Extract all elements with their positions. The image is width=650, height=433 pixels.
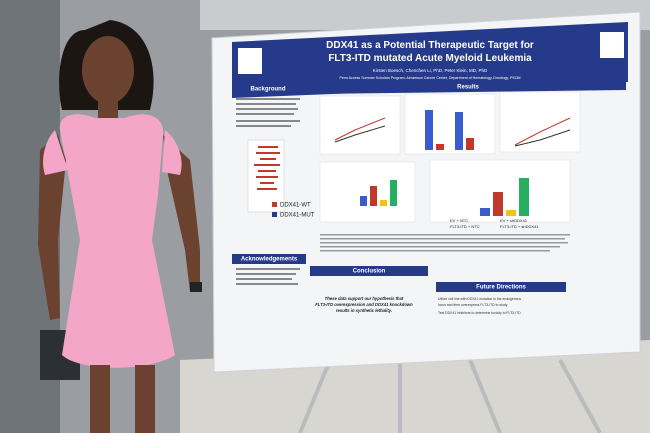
chart-legend: EV + NTC bbox=[450, 218, 468, 223]
result-panels bbox=[319, 91, 581, 223]
title: FLT3-ITD mutated Acute Myeloid Leukemia bbox=[328, 53, 532, 64]
section-title: Results bbox=[457, 85, 479, 91]
logo-right bbox=[600, 32, 624, 58]
logo-left bbox=[238, 48, 262, 74]
ack-text bbox=[236, 268, 300, 285]
section-header bbox=[436, 282, 566, 292]
mutation-figure bbox=[247, 139, 285, 213]
section-title: Conclusion bbox=[353, 269, 386, 275]
section-header bbox=[310, 266, 428, 276]
legend-label: DDX41-MUT bbox=[280, 213, 315, 219]
authors: Kirsten Boesch, Chenchen Li, PhD, Peter … bbox=[373, 68, 488, 73]
panel-marks bbox=[334, 110, 571, 216]
future-bullet: Test DDX41 inhibitors to determine toxic… bbox=[438, 311, 521, 315]
conclusion-text: FLT3-ITD overexpression and DDX41 knockd… bbox=[315, 302, 413, 307]
conclusion-text: These data support our hypothesis that bbox=[325, 296, 404, 301]
section-header bbox=[310, 78, 626, 94]
affiliations: Penn Access Summer Scholars Program, Abr… bbox=[339, 76, 520, 80]
easel bbox=[298, 359, 602, 433]
results-text bbox=[320, 234, 570, 252]
title: DDX41 as a Potential Therapeutic Target … bbox=[326, 40, 534, 51]
legend-swatch bbox=[272, 202, 277, 207]
legend-swatch bbox=[272, 212, 277, 217]
chart-legend: FLT3-ITD + shDDX41 bbox=[500, 224, 539, 229]
section-title: Background bbox=[250, 87, 285, 93]
future-bullet: Utilize cell line with DDX41 mutation in… bbox=[438, 297, 521, 301]
chart-legend: EV + shDDX41 bbox=[500, 218, 528, 223]
section-title: Future Directions bbox=[476, 285, 526, 291]
future-bullet: locus and then overexpress FLT3-ITD to s… bbox=[438, 303, 508, 307]
person bbox=[38, 20, 202, 433]
section-header bbox=[232, 84, 304, 94]
section-title: Acknowledgements bbox=[241, 257, 298, 263]
conclusion-text: results in synthetic lethality. bbox=[336, 308, 392, 313]
legend-label: DDX41-WT bbox=[280, 203, 311, 209]
chart-legend: FLT3-ITD + NTC bbox=[450, 224, 480, 229]
section-header bbox=[232, 254, 306, 264]
background-text bbox=[236, 98, 300, 127]
title-banner bbox=[232, 22, 628, 98]
